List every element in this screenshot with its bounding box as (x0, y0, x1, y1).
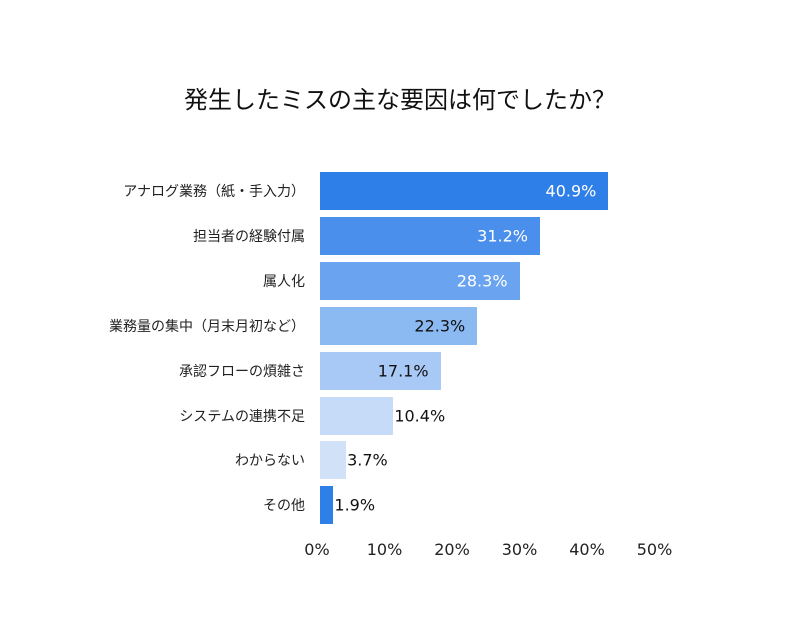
value-label: 28.3% (456, 271, 508, 291)
category-label: 担当者の経験付属 (193, 228, 305, 245)
chart-title: 発生したミスの主な要因は何でしたか？ (184, 86, 616, 114)
category-label: その他 (263, 498, 305, 515)
x-tick-label: 30% (501, 540, 538, 559)
category-label: 業務量の集中（月末月初など） (109, 318, 305, 335)
x-tick-label: 40% (569, 540, 605, 559)
value-label: 22.3% (414, 316, 466, 336)
bar (320, 216, 540, 255)
x-tick-label: 10% (366, 540, 403, 559)
bar (320, 486, 334, 525)
value-label: 3.7% (347, 450, 388, 470)
category-label: アナログ業務（紙・手入力） (123, 184, 305, 200)
value-label: 17.1% (377, 361, 429, 381)
category-label: システムの連携不足 (179, 408, 305, 425)
category-label: わからない (235, 453, 305, 470)
bar (320, 441, 347, 480)
value-label: 40.9% (545, 181, 597, 201)
category-label: 承認フローの煩雑さ (179, 363, 305, 380)
bar (320, 306, 478, 345)
value-label: 31.2% (477, 226, 528, 246)
x-tick-label: 50% (636, 540, 673, 559)
value-label: 10.4% (394, 406, 446, 425)
bar (320, 351, 441, 390)
bar (320, 396, 394, 435)
bar (320, 172, 609, 210)
value-label: 1.9% (334, 495, 376, 515)
x-tick-label: 20% (434, 540, 470, 559)
category-label: 属人化 (263, 273, 305, 290)
x-tick-label: 0% (304, 540, 330, 559)
bar (320, 261, 520, 300)
